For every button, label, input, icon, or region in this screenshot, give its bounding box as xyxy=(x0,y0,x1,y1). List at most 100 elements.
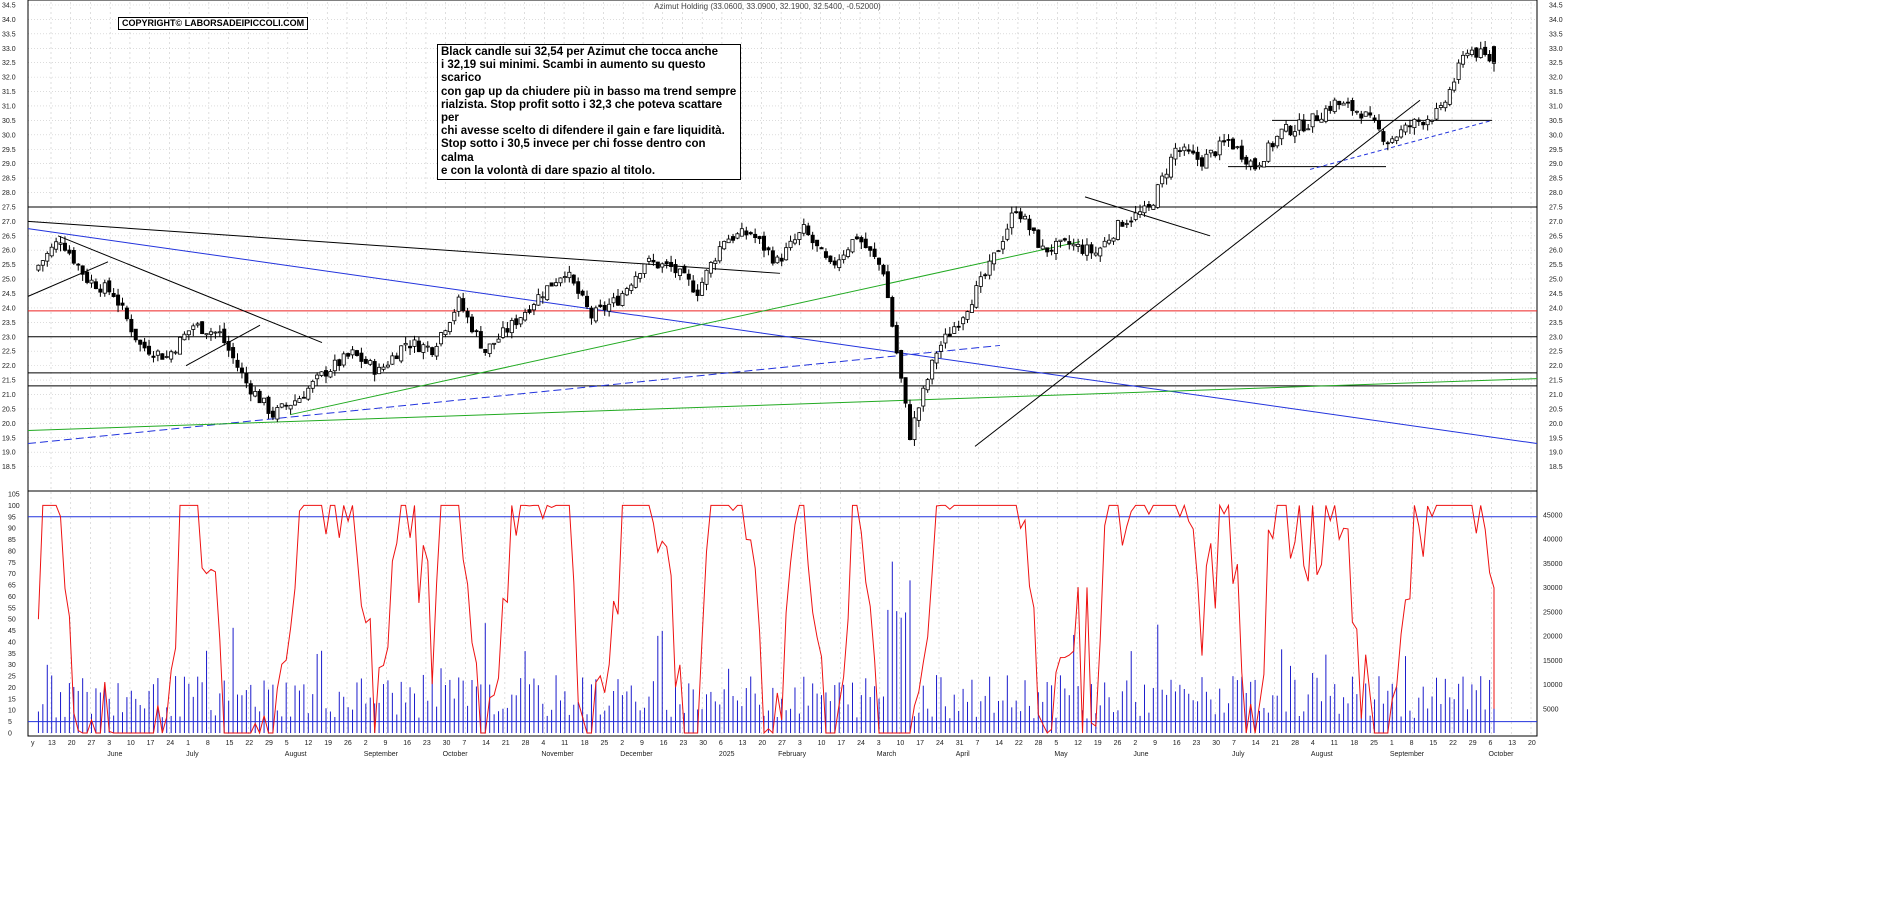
price-tick-label-right: 32.0 xyxy=(1549,75,1563,82)
candle-body xyxy=(1469,49,1474,56)
candle-body xyxy=(788,240,793,249)
candle-body xyxy=(775,256,780,264)
candle-body xyxy=(823,251,828,258)
oscillator-tick-label: 85 xyxy=(8,537,16,544)
black-rising-short xyxy=(27,261,109,297)
date-tick-label: 9 xyxy=(640,740,644,747)
volume-tick-label: 25000 xyxy=(1543,609,1563,616)
candle-body xyxy=(1084,244,1089,256)
candle-body xyxy=(297,398,302,403)
candle-body xyxy=(368,360,373,365)
candle-body xyxy=(1014,211,1019,214)
candle-body xyxy=(1416,119,1421,122)
candle-body xyxy=(350,349,355,356)
candle-body xyxy=(1058,239,1063,242)
date-tick-label: 9 xyxy=(1153,740,1157,747)
candle-body xyxy=(1036,229,1041,248)
candle-body xyxy=(580,290,585,296)
candle-body xyxy=(1452,81,1457,91)
candle-body xyxy=(567,271,572,279)
candle-body xyxy=(1350,100,1355,112)
date-tick-label: 1 xyxy=(186,740,190,747)
candle-body xyxy=(1120,221,1125,227)
candle-body xyxy=(469,316,474,333)
date-tick-label: 7 xyxy=(462,740,466,747)
oscillator-series xyxy=(37,503,1495,735)
candle-body xyxy=(474,330,479,333)
month-label: August xyxy=(1311,751,1333,758)
candle-body xyxy=(956,325,961,328)
price-tick-label-right: 19.5 xyxy=(1549,435,1563,442)
price-tick-label-right: 28.5 xyxy=(1549,176,1563,183)
candle-body xyxy=(124,307,129,320)
candle-body xyxy=(518,317,523,325)
candle-body xyxy=(222,328,227,344)
candle-body xyxy=(36,264,41,271)
candle-body xyxy=(310,380,315,389)
candle-body xyxy=(722,240,727,250)
candle-body xyxy=(974,285,979,308)
date-tick-label: 13 xyxy=(48,740,56,747)
candle-body xyxy=(598,304,603,307)
date-tick-label: 20 xyxy=(758,740,766,747)
candle-body xyxy=(739,228,744,237)
candle-body xyxy=(943,333,948,344)
blue-dashed-line xyxy=(27,344,1001,445)
candle-body xyxy=(1288,125,1293,136)
date-tick-label: 14 xyxy=(482,740,490,747)
candle-body xyxy=(1381,131,1386,142)
candle-body xyxy=(58,242,63,245)
candle-body xyxy=(1385,142,1390,145)
candle-body xyxy=(1438,105,1443,108)
candle-body xyxy=(996,250,1001,253)
candle-body xyxy=(934,352,939,364)
candle-body xyxy=(947,333,952,337)
oscillator-tick-label: 20 xyxy=(8,685,16,692)
date-tick-label: 27 xyxy=(87,740,95,747)
month-label: October xyxy=(443,751,469,758)
candle-body xyxy=(253,391,258,397)
candle-body xyxy=(731,236,736,241)
price-axis: 18.5 18.5 19.0 19.0 19.5 19.5 20.0 20.0 20.5 20.5… xyxy=(2,3,1563,738)
candle-body xyxy=(89,279,94,284)
candle-body xyxy=(1169,156,1174,178)
candle-body xyxy=(1253,158,1258,170)
candle-body xyxy=(704,269,709,285)
price-tick-label-right: 24.5 xyxy=(1549,291,1563,298)
price-tick-label-left: 28.5 xyxy=(2,176,16,183)
price-tick-label-left: 34.0 xyxy=(2,17,16,24)
price-tick-label-right: 23.5 xyxy=(1549,320,1563,327)
month-label: March xyxy=(877,751,897,758)
price-tick-label-left: 31.5 xyxy=(2,89,16,96)
candle-body xyxy=(266,396,271,414)
candle-body xyxy=(1354,110,1359,113)
price-tick-label-left: 18.5 xyxy=(2,464,16,471)
candle-body xyxy=(992,252,997,265)
candle-body xyxy=(496,338,501,343)
price-tick-label-left: 19.0 xyxy=(2,450,16,457)
date-tick-label: 13 xyxy=(1508,740,1516,747)
candle-body xyxy=(1447,89,1452,105)
candle-body xyxy=(1341,102,1346,106)
price-tick-label-left: 28.0 xyxy=(2,190,16,197)
candle-body xyxy=(766,247,771,251)
candle-body xyxy=(1261,161,1266,168)
candle-body xyxy=(912,417,917,441)
price-tick-label-right: 29.0 xyxy=(1549,161,1563,168)
candle-body xyxy=(682,265,687,274)
candle-body xyxy=(186,330,191,336)
candle-body xyxy=(257,390,262,404)
candle-body xyxy=(916,407,921,421)
price-tick-label-right: 31.0 xyxy=(1549,103,1563,110)
candle-body xyxy=(385,364,390,368)
candle-body xyxy=(899,350,904,379)
date-tick-label: 21 xyxy=(1271,740,1279,747)
date-tick-label: 2 xyxy=(1133,740,1137,747)
candle-body xyxy=(425,345,430,348)
candle-body xyxy=(1005,228,1010,240)
price-tick-label-right: 25.0 xyxy=(1549,277,1563,284)
month-label: December xyxy=(620,751,653,758)
price-tick-label-right: 22.5 xyxy=(1549,349,1563,356)
candle-body xyxy=(76,263,81,266)
